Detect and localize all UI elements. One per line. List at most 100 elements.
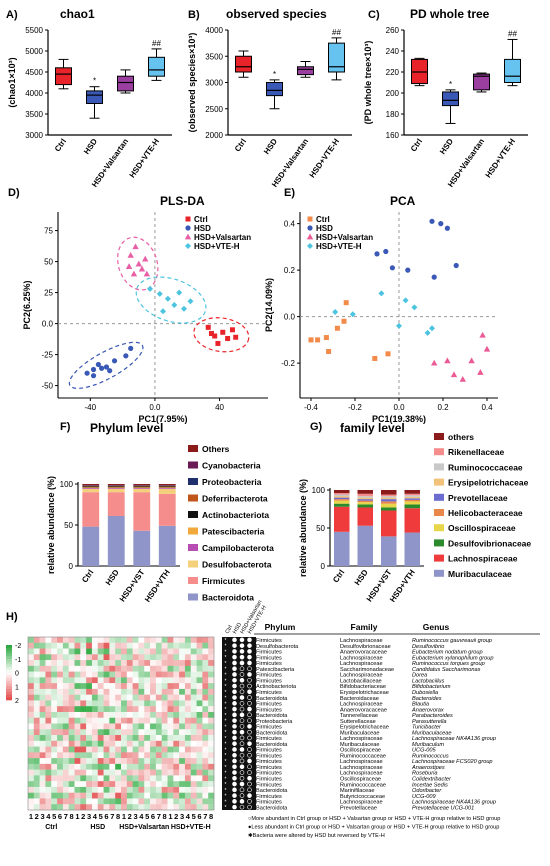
heatmap-cell: [28, 637, 35, 643]
mark-open-circle: [232, 804, 237, 810]
heatmap-cell: [144, 671, 151, 678]
heatmap-cell: [74, 752, 81, 759]
heatmap-cell: [68, 694, 75, 701]
heatmap-cell: [39, 717, 46, 724]
y-tick-label: 220: [386, 68, 400, 77]
data-point: [374, 251, 380, 257]
heatmap-cell: [208, 775, 215, 782]
table-cell: Ruminococcus torques group: [412, 661, 485, 667]
heatmap-cell: [132, 729, 139, 736]
bar-segment: [404, 490, 421, 494]
heatmap-cell: [126, 648, 133, 655]
mark-filled-circle: [239, 775, 245, 781]
heatmap-cell: [109, 786, 116, 793]
heatmap-cell: [57, 683, 64, 690]
heatmap-cell: [150, 654, 157, 661]
table-cell: Lachnospiraceae: [340, 655, 383, 661]
heatmap-cell: [138, 763, 145, 770]
heatmap-cell: [161, 763, 168, 770]
heatmap-cell: [57, 792, 64, 799]
heatmap-cell: [91, 706, 98, 713]
heatmap-cell: [103, 763, 110, 770]
heatmap-cell: [28, 694, 35, 701]
heatmap-cell: [74, 735, 81, 741]
heatmap-cell: [208, 654, 215, 661]
legend-label: HSD+VTE-H: [194, 242, 240, 251]
heatmap-cell: [132, 717, 139, 724]
table-cell: Lachnospiraceae: [340, 638, 383, 644]
heatmap-cell: [68, 642, 75, 649]
table-cell: Ruminococcus gauvreauii group: [412, 638, 492, 644]
data-point: [334, 325, 340, 331]
heatmap-cell: [28, 654, 35, 661]
heatmap-cell: [39, 694, 46, 701]
table-cell: Bacteroidota: [256, 730, 288, 736]
heatmap-cell: [173, 775, 180, 782]
heatmap-cell: [202, 706, 209, 713]
heatmap-cell: [132, 642, 139, 649]
heatmap-cell: [103, 706, 110, 713]
heatmap-cell: [138, 786, 145, 793]
heatmap-cell: [74, 683, 81, 690]
x-tick-label: Ctrl: [233, 137, 248, 153]
heatmap-cell: [173, 729, 180, 736]
heatmap-cell: [115, 735, 122, 741]
column-number: 3: [133, 812, 137, 821]
heatmap-cell: [150, 729, 157, 736]
heatmap-cell: [161, 637, 168, 643]
x-tick-label: 0.0: [393, 403, 405, 412]
mark-open-circle: [247, 758, 252, 764]
heatmap-cell: [173, 746, 180, 753]
data-point: [411, 304, 418, 311]
heatmap-cell: [190, 758, 197, 765]
mark-open-circle: [239, 695, 245, 700]
scale-swatch: [6, 691, 12, 695]
heatmap-cell: [28, 763, 35, 770]
heatmap-cell: [167, 642, 174, 649]
heatmap-cell: [202, 763, 209, 770]
heatmap-cell: [57, 677, 64, 684]
heatmap-cell: [144, 642, 151, 649]
table-cell: Lachnospiraceae NK4A136 group: [412, 736, 496, 742]
heatmap-cell: [97, 706, 104, 713]
heatmap-cell: [179, 775, 186, 782]
heatmap-cell: [39, 637, 46, 643]
heatmap-cell: [115, 723, 122, 730]
table-header: Phylum: [265, 622, 296, 632]
heatmap-cell: [202, 792, 209, 799]
data-point: [128, 345, 134, 351]
heatmap-cell: [103, 717, 110, 724]
heatmap-cell: [33, 700, 40, 707]
mark-star: *: [225, 649, 227, 655]
table-cell: Firmicutes: [256, 800, 282, 806]
scale-swatch: [6, 645, 12, 649]
heatmap-cell: [208, 729, 215, 736]
heatmap-cell: [86, 781, 93, 788]
heatmap-cell: [155, 746, 162, 753]
heatmap-cell: [173, 763, 180, 770]
heatmap-cell: [51, 711, 58, 718]
bar-segment: [333, 531, 350, 566]
heatmap-cell: [91, 746, 98, 753]
scale-swatch: [6, 697, 12, 701]
heatmap-cell: [28, 769, 35, 776]
table-cell: Parasutterella: [412, 719, 447, 725]
legend-label: Proteobacteria: [202, 477, 262, 487]
heatmap-cell: [68, 700, 75, 707]
heatmap-cell: [150, 677, 157, 684]
heatmap-cell: [62, 798, 69, 805]
heatmap-cell: [39, 763, 46, 770]
box-hsd: [442, 91, 459, 107]
heatmap-cell: [74, 688, 81, 695]
heatmap-cell: [179, 706, 186, 713]
heatmap-cell: [39, 688, 46, 695]
table-cell: Firmicutes: [256, 650, 282, 656]
table-cell: Bifidobacteriaceae: [340, 684, 386, 690]
heatmap-cell: [190, 654, 197, 661]
legend-swatch: [188, 593, 198, 601]
table-cell: Anaerovoracaceae: [340, 650, 387, 656]
heatmap-cell: [121, 706, 128, 713]
heatmap-cell: [57, 775, 64, 782]
heatmap-cell: [86, 683, 93, 690]
